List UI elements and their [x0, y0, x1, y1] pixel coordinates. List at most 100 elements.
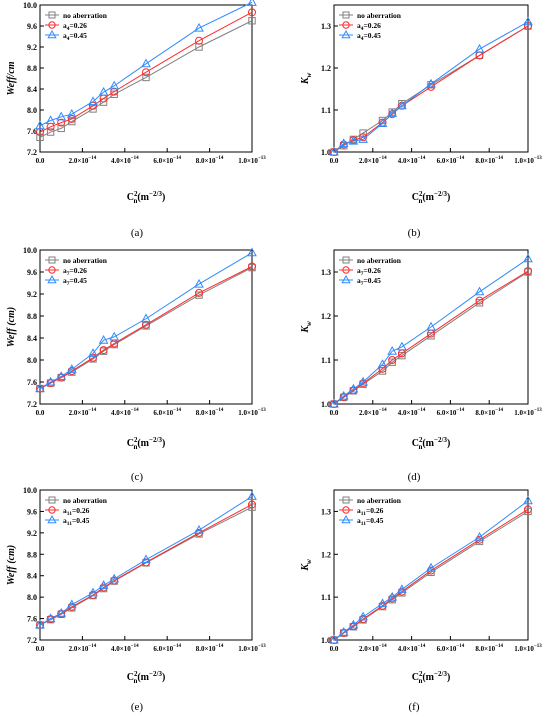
y-tick-label: 8.0: [27, 106, 37, 115]
data-point-circle: [388, 110, 397, 119]
x-label-sub: n: [418, 197, 422, 205]
y-tick-label: 8.0: [27, 593, 37, 602]
legend-label: a7=0.26: [357, 266, 381, 277]
legend-name: no aberration: [63, 496, 108, 505]
data-point-circle: [359, 133, 368, 142]
data-point-triangle: [348, 135, 359, 145]
y-tick-label: 7.6: [27, 378, 37, 387]
x-tick-exponent: −14: [379, 156, 387, 161]
y-label-sub: w: [305, 559, 313, 564]
x-tick-exponent: −14: [495, 644, 503, 649]
data-point-circle: [67, 114, 76, 123]
legend-marker-triangle: [341, 274, 351, 284]
x-tick-label: 4.0×10−14: [398, 644, 426, 653]
data-point-square: [142, 73, 150, 82]
legend-label: no aberration: [63, 256, 108, 265]
chart-panel-4: 1.01.11.21.30.0 2.0×10−14 4.0×10−14 6.0×10−…: [300, 249, 542, 483]
series-line-3: [39, 252, 253, 390]
x-tick-label: 0.0: [330, 157, 339, 165]
legend-name-tail: =0.26: [72, 506, 90, 515]
x-tick-label: 4.0×10−14: [111, 408, 139, 417]
x-tick-label: 6.0×10−14: [437, 408, 465, 417]
data-point-triangle: [523, 16, 533, 26]
x-tick-mantissa: 8.0×10: [196, 645, 216, 653]
legend-name-sub: 7: [67, 271, 70, 277]
y-tick-label: 1.0: [321, 400, 331, 409]
legend-label: a7=0.45: [357, 276, 381, 287]
data-point-circle: [388, 356, 397, 364]
y-label-text: K: [300, 76, 311, 85]
y-tick-label: 9.6: [27, 22, 37, 31]
data-point-circle: [248, 8, 256, 17]
y-tick-label: 8.4: [27, 334, 37, 343]
y-tick-label: 1.2: [321, 312, 331, 321]
panel-caption: (f): [409, 701, 420, 713]
x-tick-mantissa: 0.0: [330, 645, 339, 653]
x-label-sub: n: [133, 677, 137, 685]
legend-label: a4=0.45: [63, 31, 87, 42]
legend-label: a11=0.45: [63, 516, 90, 527]
data-point-triangle: [141, 58, 151, 68]
legend-name-sub: 11: [361, 521, 366, 527]
data-point-triangle: [387, 591, 398, 601]
legend-marker-circle: [48, 266, 56, 274]
data-point-triangle: [45, 115, 56, 124]
data-point-triangle: [194, 22, 204, 32]
data-point-square: [36, 133, 44, 142]
x-label-unit: (m: [137, 192, 149, 203]
legend-name: no aberration: [357, 256, 402, 265]
x-label-unit-sup: −2/3: [149, 436, 162, 444]
y-label-text: K: [300, 325, 311, 334]
x-tick-label: 8.0×10−14: [196, 408, 224, 417]
legend-label: a4=0.45: [357, 31, 381, 42]
x-tick-exponent: −14: [173, 644, 181, 649]
x-axis-label: C2 n(m−2/3): [127, 670, 166, 685]
x-label-unit: (m: [422, 672, 434, 683]
x-label-sup: 2: [134, 670, 138, 678]
legend-name: a: [63, 276, 67, 285]
legend-marker-circle: [48, 21, 56, 29]
x-tick-label: 2.0×10−14: [69, 156, 97, 165]
legend-marker-square: [342, 256, 350, 264]
x-tick-mantissa: 1.0×10: [238, 409, 258, 417]
data-point-circle: [110, 87, 119, 96]
x-tick-label: 8.0×10−14: [475, 156, 503, 165]
data-point-circle: [89, 353, 97, 362]
y-tick-label: 1.2: [321, 64, 331, 73]
y-label-text: Weff (cm): [6, 545, 17, 585]
data-point-triangle: [523, 495, 533, 505]
x-tick-label: 0.0: [330, 409, 339, 417]
x-label-unit-end: ): [162, 672, 165, 683]
x-tick-mantissa: 8.0×10: [475, 409, 495, 417]
x-label-symbol: C: [127, 192, 134, 203]
x-tick-label: 1.0×10−13: [238, 644, 266, 653]
x-tick-mantissa: 0.0: [36, 645, 45, 653]
x-tick-label: 4.0×10−14: [398, 408, 426, 417]
legend-name: a: [357, 516, 361, 525]
legend-label: a7=0.45: [63, 276, 87, 287]
legend-name-sub: 7: [361, 281, 364, 287]
legend-name-tail: =0.26: [364, 266, 382, 275]
x-tick-mantissa: 6.0×10: [437, 409, 457, 417]
data-point-circle: [475, 296, 484, 305]
y-tick-label: 1.2: [321, 550, 331, 559]
x-tick-label: 0.0: [330, 645, 339, 653]
x-tick-label: 4.0×10−14: [111, 156, 139, 165]
x-label-unit-end: ): [162, 438, 165, 449]
x-tick-label: 6.0×10−14: [437, 644, 465, 653]
y-tick-label: 1.3: [321, 268, 331, 277]
x-label-unit: (m: [422, 192, 434, 203]
x-tick-mantissa: 4.0×10: [398, 157, 418, 165]
legend-name-sub: 11: [361, 511, 366, 517]
series-line-2: [39, 266, 253, 390]
y-tick-label: 7.6: [27, 615, 37, 624]
x-label-sup: 2: [134, 436, 138, 444]
data-point-circle: [99, 346, 108, 355]
legend-marker-triangle: [341, 29, 351, 39]
data-point-triangle: [247, 491, 257, 500]
x-tick-exponent: −14: [418, 156, 426, 161]
data-point-triangle: [474, 43, 485, 53]
